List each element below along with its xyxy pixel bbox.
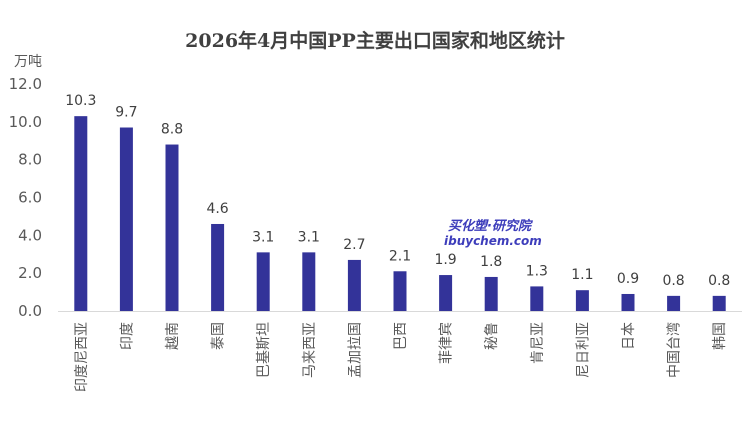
data-label: 1.9 [434,252,456,268]
x-tick-label: 秘鲁 [484,322,500,350]
x-tick-label: 中国台湾 [666,322,683,378]
data-label: 0.8 [662,273,684,289]
x-tick-label: 肯尼亚 [530,322,546,364]
data-label: 9.7 [115,105,137,121]
x-tick-label: 印度尼西亚 [74,322,90,392]
bar [484,276,498,311]
watermark-line1: 买化塑·研究院 [448,218,534,234]
bar [712,295,726,311]
y-tick-label: 0.0 [18,302,42,320]
watermark: 买化塑·研究院 ibuychem.com [444,218,542,248]
x-tick-label: 印度 [119,322,135,350]
y-axis-unit-label: 万吨 [14,54,42,70]
watermark-line2: ibuychem.com [444,234,542,248]
bar [347,259,361,311]
x-tick-label: 巴西 [393,322,409,350]
bar [119,127,133,311]
data-label: 0.9 [617,271,639,287]
y-tick-label: 8.0 [18,151,42,169]
data-label: 1.3 [526,263,548,279]
x-tick-label: 日本 [621,322,637,350]
data-label: 2.1 [389,248,411,264]
data-label: 3.1 [252,229,274,245]
x-tick-label: 尼日利亚 [575,322,591,378]
data-label: 3.1 [298,229,320,245]
x-axis-ticks: 印度尼西亚 印度 越南 泰国 巴基斯坦 马来西亚 孟加拉国 巴西 菲律宾 秘鲁 肯尼亚 尼日利亚 日本 中… [74,322,728,392]
y-tick-label: 4.0 [18,226,42,244]
data-label: 2.7 [343,237,365,253]
bar [439,275,453,311]
bar [74,116,88,312]
bar [575,290,589,311]
x-tick-label: 韩国 [712,322,728,350]
data-label: 1.8 [480,254,502,270]
bar [256,252,270,311]
bars [74,116,726,312]
x-tick-label: 孟加拉国 [347,322,363,378]
bar [667,295,681,311]
y-tick-label: 10.0 [9,113,42,131]
chart-title: 2026年4月中国PP主要出口国家和地区统计 [185,29,565,52]
data-label: 4.6 [206,201,228,217]
bar [211,223,225,311]
bar [302,252,316,311]
data-label: 0.8 [708,273,730,289]
y-axis-ticks: 0.0 2.0 4.0 6.0 8.0 10.0 12.0 [9,75,42,320]
x-tick-label: 马来西亚 [302,322,318,378]
data-label: 10.3 [65,93,96,109]
x-tick-label: 巴基斯坦 [255,322,272,378]
x-tick-label: 泰国 [211,322,227,350]
data-label: 1.1 [571,267,593,283]
y-tick-label: 12.0 [9,75,42,93]
bar [621,293,635,311]
y-tick-label: 2.0 [18,264,42,282]
data-labels: 10.3 9.7 8.8 4.6 3.1 3.1 2.7 2.1 1.9 1.8 1.3 1.1 0.9… [65,93,730,289]
x-tick-label: 越南 [165,322,181,350]
data-label: 8.8 [161,122,183,138]
x-tick-label: 菲律宾 [439,322,455,364]
bar [393,271,407,311]
bar [165,144,179,311]
y-tick-label: 6.0 [18,189,42,207]
bar [530,286,544,311]
